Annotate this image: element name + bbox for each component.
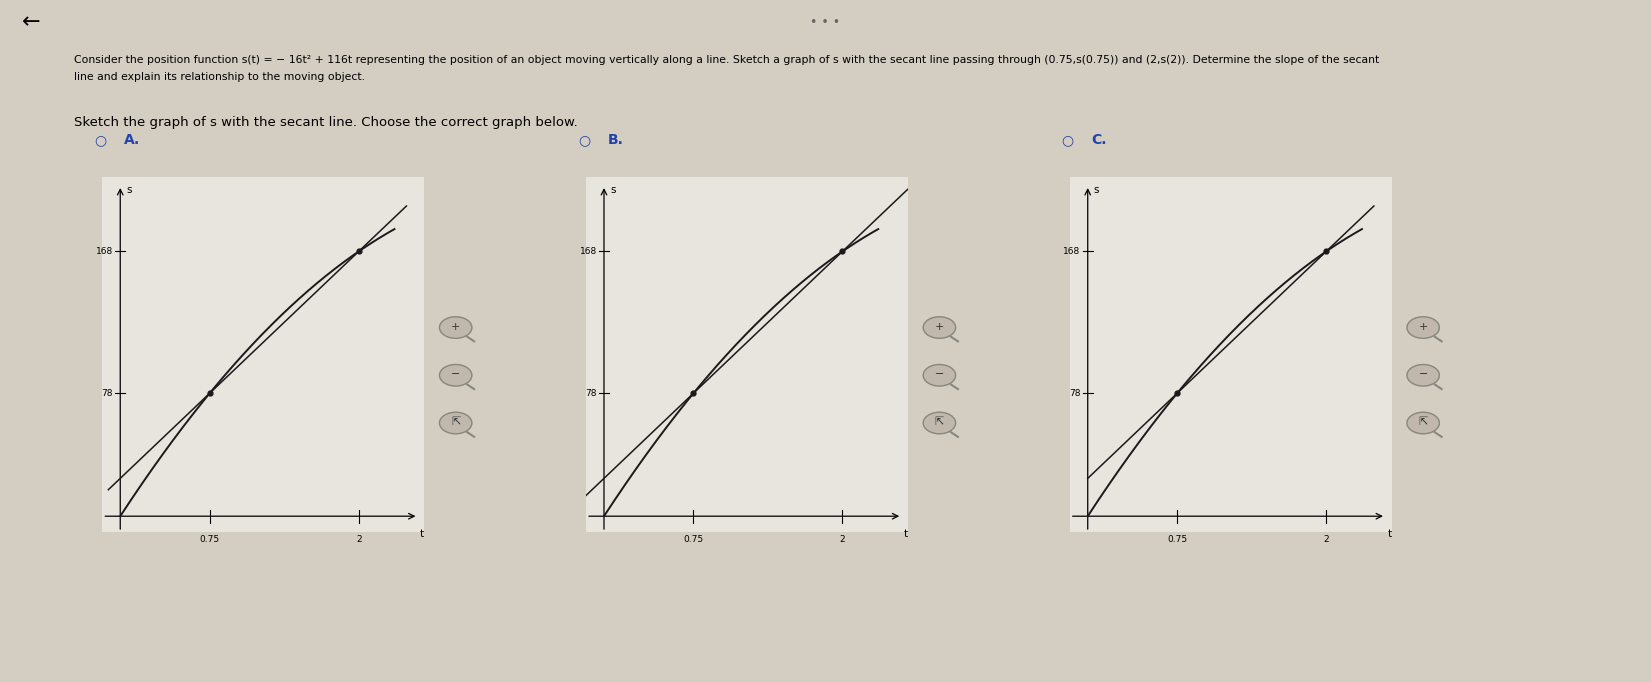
Text: 2: 2: [357, 535, 362, 544]
Text: 168: 168: [580, 247, 598, 256]
Circle shape: [923, 365, 956, 386]
Text: s: s: [609, 186, 616, 195]
Text: ←: ←: [21, 12, 40, 32]
Text: t: t: [903, 529, 908, 539]
Circle shape: [1407, 412, 1440, 434]
Circle shape: [439, 316, 472, 338]
Text: −: −: [934, 370, 944, 379]
Text: • • •: • • •: [811, 16, 840, 29]
Text: t: t: [1387, 529, 1392, 539]
Text: ⇱: ⇱: [451, 417, 461, 427]
Text: s: s: [125, 186, 132, 195]
Text: 2: 2: [840, 535, 845, 544]
Text: C.: C.: [1091, 133, 1106, 147]
Text: Consider the position function s(t) = − 16t² + 116t representing the position of: Consider the position function s(t) = − …: [74, 55, 1380, 65]
Circle shape: [439, 412, 472, 434]
Text: +: +: [934, 322, 944, 331]
Text: −: −: [1418, 370, 1428, 379]
Text: 78: 78: [102, 389, 112, 398]
Text: 2: 2: [1324, 535, 1329, 544]
Circle shape: [1407, 365, 1440, 386]
Text: s: s: [1093, 186, 1100, 195]
Circle shape: [439, 365, 472, 386]
Text: ○: ○: [1062, 133, 1073, 147]
Text: 168: 168: [96, 247, 112, 256]
Text: 0.75: 0.75: [200, 535, 220, 544]
Text: 78: 78: [1070, 389, 1080, 398]
Text: 78: 78: [586, 389, 598, 398]
Text: +: +: [1418, 322, 1428, 331]
Circle shape: [923, 316, 956, 338]
Text: Sketch the graph of s with the secant line. Choose the correct graph below.: Sketch the graph of s with the secant li…: [74, 116, 578, 129]
Text: +: +: [451, 322, 461, 331]
Text: ○: ○: [94, 133, 106, 147]
Text: ⇱: ⇱: [934, 417, 944, 427]
Text: 0.75: 0.75: [1167, 535, 1187, 544]
Text: 0.75: 0.75: [684, 535, 703, 544]
Circle shape: [923, 412, 956, 434]
Circle shape: [1407, 316, 1440, 338]
Text: ⇱: ⇱: [1418, 417, 1428, 427]
Text: line and explain its relationship to the moving object.: line and explain its relationship to the…: [74, 72, 365, 82]
Text: ○: ○: [578, 133, 589, 147]
Text: B.: B.: [608, 133, 624, 147]
Text: A.: A.: [124, 133, 140, 147]
Text: 168: 168: [1063, 247, 1080, 256]
Text: −: −: [451, 370, 461, 379]
Text: t: t: [419, 529, 424, 539]
